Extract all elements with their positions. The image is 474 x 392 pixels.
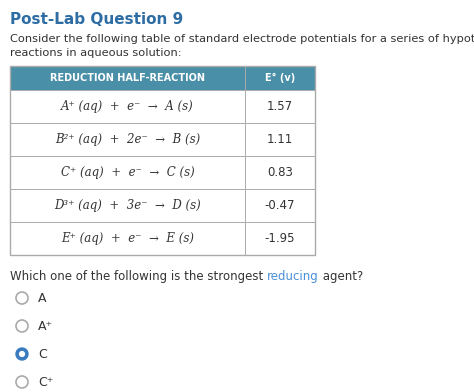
Text: reducing: reducing xyxy=(267,270,319,283)
Circle shape xyxy=(19,352,24,356)
Text: agent?: agent? xyxy=(319,270,363,283)
Text: -1.95: -1.95 xyxy=(265,232,295,245)
Text: 1.11: 1.11 xyxy=(267,133,293,146)
Bar xyxy=(10,66,315,255)
Text: -0.47: -0.47 xyxy=(265,199,295,212)
Text: A⁺: A⁺ xyxy=(38,319,53,332)
Text: A⁺ (aq)  +  e⁻  →  A (s): A⁺ (aq) + e⁻ → A (s) xyxy=(61,100,194,113)
Text: C⁺: C⁺ xyxy=(38,376,54,388)
Text: E° (v): E° (v) xyxy=(265,73,295,83)
Bar xyxy=(10,90,315,123)
Bar xyxy=(10,156,315,189)
Circle shape xyxy=(16,348,28,360)
Text: C⁺ (aq)  +  e⁻  →  C (s): C⁺ (aq) + e⁻ → C (s) xyxy=(61,166,194,179)
Text: D³⁺ (aq)  +  3e⁻  →  D (s): D³⁺ (aq) + 3e⁻ → D (s) xyxy=(54,199,201,212)
Text: E⁺ (aq)  +  e⁻  →  E (s): E⁺ (aq) + e⁻ → E (s) xyxy=(61,232,194,245)
Text: Which one of the following is the strongest: Which one of the following is the strong… xyxy=(10,270,267,283)
Text: Consider the following table of standard electrode potentials for a series of hy: Consider the following table of standard… xyxy=(10,34,474,44)
Text: 1.57: 1.57 xyxy=(267,100,293,113)
Text: C: C xyxy=(38,347,47,361)
Text: A: A xyxy=(38,292,46,305)
Text: reactions in aqueous solution:: reactions in aqueous solution: xyxy=(10,48,182,58)
Text: 0.83: 0.83 xyxy=(267,166,293,179)
Text: Post-Lab Question 9: Post-Lab Question 9 xyxy=(10,12,183,27)
Bar xyxy=(10,189,315,222)
Bar xyxy=(10,222,315,255)
Text: REDUCTION HALF-REACTION: REDUCTION HALF-REACTION xyxy=(50,73,205,83)
Text: B²⁺ (aq)  +  2e⁻  →  B (s): B²⁺ (aq) + 2e⁻ → B (s) xyxy=(55,133,200,146)
Bar xyxy=(10,123,315,156)
Bar xyxy=(10,66,315,90)
